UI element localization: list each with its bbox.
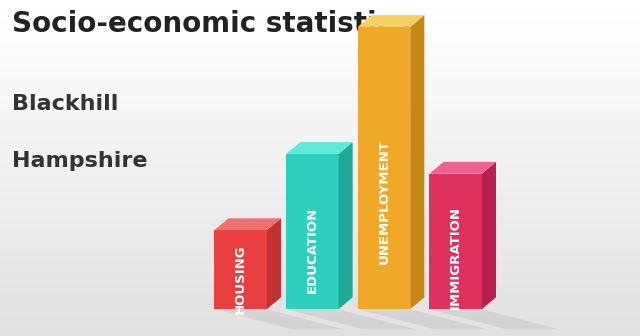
Polygon shape — [429, 162, 496, 174]
Polygon shape — [286, 309, 415, 329]
Text: Blackhill: Blackhill — [12, 94, 118, 114]
Polygon shape — [482, 162, 496, 309]
Text: Socio-economic statistics: Socio-economic statistics — [12, 10, 409, 38]
Polygon shape — [214, 309, 344, 329]
Polygon shape — [214, 230, 267, 309]
Text: UNEMPLOYMENT: UNEMPLOYMENT — [378, 139, 390, 264]
Text: HOUSING: HOUSING — [234, 244, 247, 314]
Polygon shape — [286, 142, 353, 154]
Polygon shape — [286, 154, 339, 309]
Polygon shape — [267, 218, 281, 309]
Polygon shape — [358, 27, 410, 309]
Text: EDUCATION: EDUCATION — [306, 207, 319, 293]
Polygon shape — [214, 218, 281, 230]
Text: IMMIGRATION: IMMIGRATION — [449, 206, 462, 309]
Polygon shape — [410, 15, 424, 309]
Text: Hampshire: Hampshire — [12, 151, 147, 171]
Polygon shape — [339, 142, 353, 309]
Polygon shape — [429, 174, 482, 309]
Polygon shape — [358, 309, 487, 329]
Polygon shape — [429, 309, 559, 329]
Polygon shape — [358, 15, 424, 27]
